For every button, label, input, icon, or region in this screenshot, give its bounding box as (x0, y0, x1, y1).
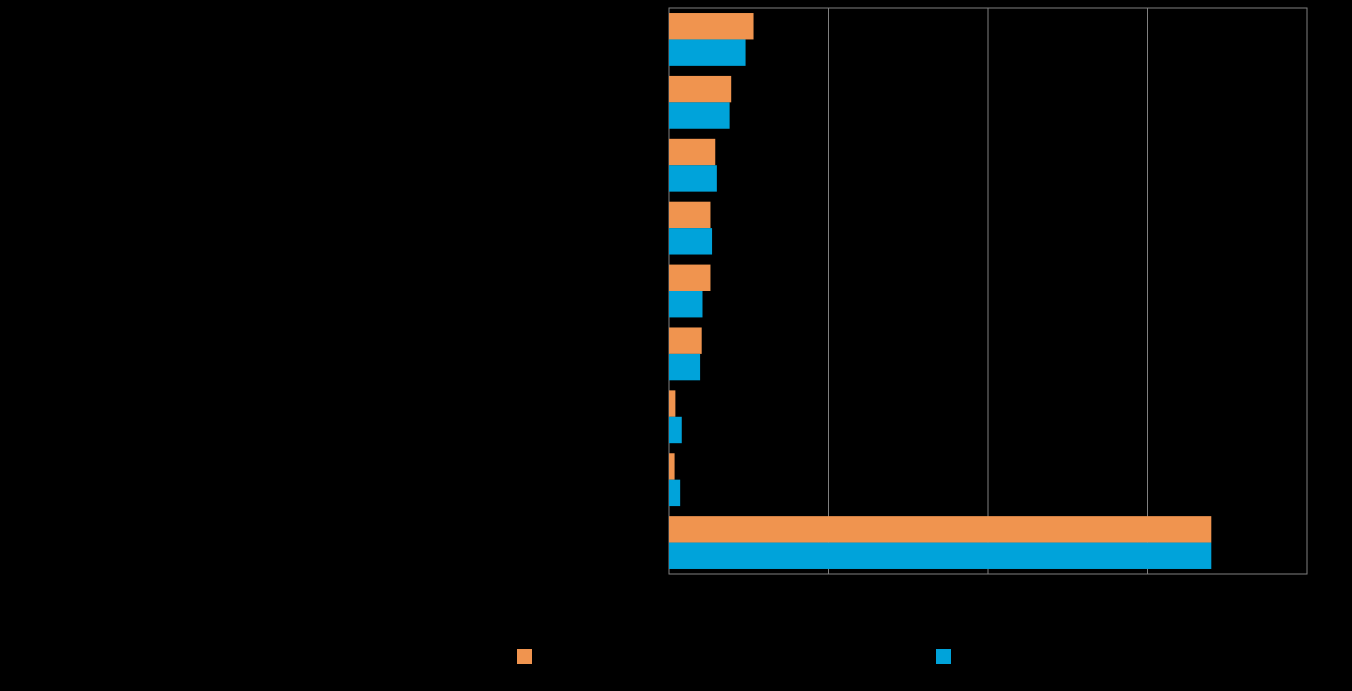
bar-series-1-cat-9 (669, 516, 1212, 543)
bar-series-2-cat-6 (669, 353, 701, 381)
bar-series-1-cat-6 (669, 327, 702, 354)
bar-series-1-cat-5 (669, 264, 711, 291)
x-tick-label-4: 40 (1299, 583, 1315, 599)
bar-series-1-cat-7 (669, 390, 676, 417)
x-tick-label-0: 0 (665, 583, 673, 599)
bar-series-2-cat-5 (669, 291, 703, 318)
bar-series-2-cat-2 (669, 102, 730, 129)
bar-series-2-cat-7 (669, 416, 682, 444)
bar-series-1-cat-3 (669, 138, 716, 166)
bar-series-2-cat-3 (669, 165, 717, 192)
x-tick-label-1: 10 (821, 583, 837, 599)
bar-series-2-cat-8 (669, 479, 681, 507)
legend (517, 649, 951, 664)
gridlines (828, 8, 1148, 574)
bar-series-2-cat-9 (669, 542, 1212, 569)
bars (669, 13, 1212, 569)
bar-series-1-cat-4 (669, 201, 711, 229)
x-tick-label-2: 20 (980, 583, 996, 599)
x-tick-labels: 0 10 20 30 40 (665, 583, 1315, 599)
legend-swatch-series-2 (936, 649, 951, 664)
legend-swatch-series-1 (517, 649, 532, 664)
bar-series-1-cat-8 (669, 453, 675, 480)
bar-series-1-cat-2 (669, 75, 732, 103)
x-tick-label-3: 30 (1140, 583, 1156, 599)
bar-series-2-cat-4 (669, 228, 713, 255)
bar-series-1-cat-1 (669, 13, 754, 40)
bar-series-2-cat-1 (669, 39, 746, 66)
